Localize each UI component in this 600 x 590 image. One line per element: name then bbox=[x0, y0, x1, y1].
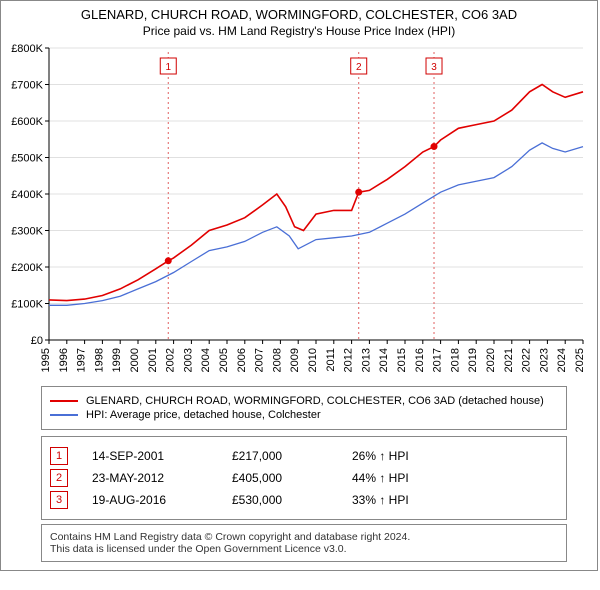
svg-text:1996: 1996 bbox=[58, 348, 70, 372]
transaction-date: 14-SEP-2001 bbox=[92, 449, 232, 463]
svg-text:£300K: £300K bbox=[11, 226, 43, 238]
svg-text:2021: 2021 bbox=[503, 348, 515, 372]
transaction-marker-box: 3 bbox=[50, 491, 68, 509]
svg-text:2019: 2019 bbox=[467, 348, 479, 372]
svg-text:2013: 2013 bbox=[360, 348, 372, 372]
svg-text:2012: 2012 bbox=[343, 348, 355, 372]
transaction-row: 2 23-MAY-2012£405,00044% ↑ HPI bbox=[50, 469, 558, 487]
svg-text:2011: 2011 bbox=[325, 348, 337, 372]
svg-text:2002: 2002 bbox=[165, 348, 177, 372]
legend-label: GLENARD, CHURCH ROAD, WORMINGFORD, COLCH… bbox=[86, 395, 544, 407]
legend-swatch bbox=[50, 414, 78, 416]
svg-text:2007: 2007 bbox=[254, 348, 266, 372]
svg-text:2023: 2023 bbox=[538, 348, 550, 372]
svg-text:2000: 2000 bbox=[129, 348, 141, 372]
svg-text:2004: 2004 bbox=[200, 348, 212, 372]
legend-swatch bbox=[50, 400, 78, 402]
transaction-price: £530,000 bbox=[232, 493, 352, 507]
svg-text:3: 3 bbox=[431, 62, 437, 73]
legend-row: HPI: Average price, detached house, Colc… bbox=[50, 409, 558, 421]
transaction-pct: 26% ↑ HPI bbox=[352, 449, 409, 463]
svg-text:2016: 2016 bbox=[414, 348, 426, 372]
svg-text:1998: 1998 bbox=[93, 348, 105, 372]
svg-text:2018: 2018 bbox=[449, 348, 461, 372]
svg-text:1995: 1995 bbox=[40, 348, 52, 372]
svg-text:1999: 1999 bbox=[111, 348, 123, 372]
legend-label: HPI: Average price, detached house, Colc… bbox=[86, 409, 321, 421]
svg-text:£600K: £600K bbox=[11, 116, 43, 128]
transaction-pct: 33% ↑ HPI bbox=[352, 493, 409, 507]
legend: GLENARD, CHURCH ROAD, WORMINGFORD, COLCH… bbox=[41, 386, 567, 430]
svg-text:2001: 2001 bbox=[147, 348, 159, 372]
svg-text:2024: 2024 bbox=[556, 348, 568, 372]
svg-text:2022: 2022 bbox=[521, 348, 533, 372]
svg-text:2003: 2003 bbox=[182, 348, 194, 372]
svg-text:2: 2 bbox=[356, 62, 362, 73]
svg-text:2025: 2025 bbox=[574, 348, 586, 372]
svg-text:2020: 2020 bbox=[485, 348, 497, 372]
titles: GLENARD, CHURCH ROAD, WORMINGFORD, COLCH… bbox=[1, 1, 597, 40]
transaction-price: £405,000 bbox=[232, 471, 352, 485]
svg-text:2010: 2010 bbox=[307, 348, 319, 372]
svg-text:£700K: £700K bbox=[11, 80, 43, 92]
transaction-pct: 44% ↑ HPI bbox=[352, 471, 409, 485]
chart-svg: £0 £100K £200K £300K £400K £500K £600K £700K £80… bbox=[1, 40, 597, 380]
svg-text:£400K: £400K bbox=[11, 189, 43, 201]
footer-line-1: Contains HM Land Registry data © Crown c… bbox=[50, 531, 558, 543]
transaction-price: £217,000 bbox=[232, 449, 352, 463]
footer-panel: Contains HM Land Registry data © Crown c… bbox=[41, 524, 567, 562]
svg-text:£0: £0 bbox=[31, 335, 43, 347]
svg-text:2005: 2005 bbox=[218, 348, 230, 372]
transaction-row: 3 19-AUG-2016£530,00033% ↑ HPI bbox=[50, 491, 558, 509]
svg-text:£200K: £200K bbox=[11, 262, 43, 274]
svg-text:£500K: £500K bbox=[11, 153, 43, 165]
svg-text:2009: 2009 bbox=[289, 348, 301, 372]
chart-area: £0 £100K £200K £300K £400K £500K £600K £700K £80… bbox=[1, 40, 597, 380]
transactions-panel: 1 14-SEP-2001£217,00026% ↑ HPI 2 23-MAY-201… bbox=[41, 436, 567, 520]
svg-text:£100K: £100K bbox=[11, 299, 43, 311]
transaction-row: 1 14-SEP-2001£217,00026% ↑ HPI bbox=[50, 447, 558, 465]
svg-text:2006: 2006 bbox=[236, 348, 248, 372]
svg-text:2017: 2017 bbox=[432, 348, 444, 372]
transaction-marker-box: 1 bbox=[50, 447, 68, 465]
svg-text:1: 1 bbox=[165, 62, 171, 73]
svg-text:2014: 2014 bbox=[378, 348, 390, 372]
transaction-date: 19-AUG-2016 bbox=[92, 493, 232, 507]
transaction-date: 23-MAY-2012 bbox=[92, 471, 232, 485]
svg-text:2008: 2008 bbox=[271, 348, 283, 372]
svg-text:2015: 2015 bbox=[396, 348, 408, 372]
title-line-1: GLENARD, CHURCH ROAD, WORMINGFORD, COLCH… bbox=[5, 7, 593, 22]
footer-line-2: This data is licensed under the Open Gov… bbox=[50, 543, 558, 555]
title-line-2: Price paid vs. HM Land Registry's House … bbox=[5, 24, 593, 38]
svg-text:£800K: £800K bbox=[11, 43, 43, 55]
legend-row: GLENARD, CHURCH ROAD, WORMINGFORD, COLCH… bbox=[50, 395, 558, 407]
transaction-marker-box: 2 bbox=[50, 469, 68, 487]
svg-text:1997: 1997 bbox=[76, 348, 88, 372]
chart-container: GLENARD, CHURCH ROAD, WORMINGFORD, COLCH… bbox=[0, 0, 598, 571]
